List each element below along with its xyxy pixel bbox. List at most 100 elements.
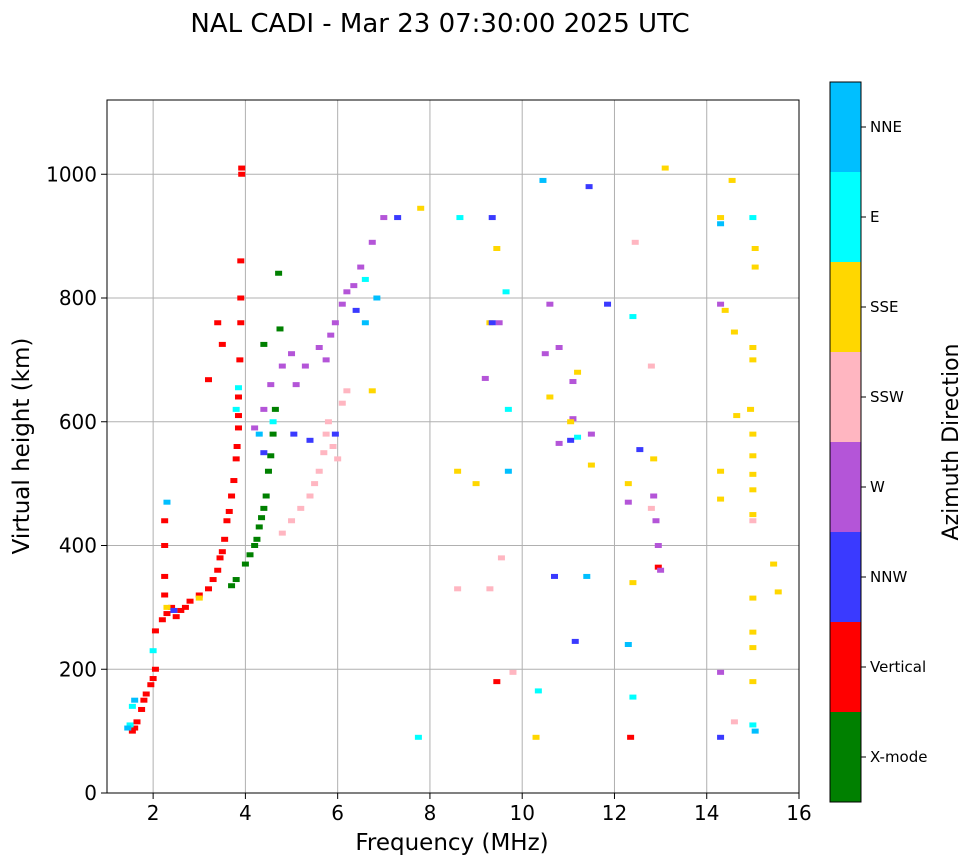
data-point-nne xyxy=(717,221,725,227)
data-point-w xyxy=(569,379,577,385)
data-point-vertical xyxy=(161,518,169,524)
data-point-x-mode xyxy=(271,406,279,412)
data-point-sse xyxy=(650,456,658,462)
data-point-x-mode xyxy=(275,270,283,276)
data-point-ssw xyxy=(730,719,738,725)
data-point-sse xyxy=(749,645,757,651)
data-point-w xyxy=(357,264,365,270)
data-point-vertical xyxy=(627,734,635,740)
data-point-vertical xyxy=(138,706,146,712)
data-point-e xyxy=(234,385,242,391)
colorbar-tick-label: X-mode xyxy=(870,748,927,766)
data-point-sse xyxy=(493,246,501,251)
data-point-x-mode xyxy=(260,341,268,347)
data-point-nnw xyxy=(604,301,612,307)
data-point-w xyxy=(301,363,309,369)
data-point-sse xyxy=(749,431,757,437)
data-point-vertical xyxy=(151,628,159,634)
data-point-sse xyxy=(749,345,757,350)
data-point-ssw xyxy=(334,456,342,462)
data-point-w xyxy=(278,363,286,369)
data-point-ssw xyxy=(288,518,296,524)
data-point-sse xyxy=(546,394,554,400)
data-point-w xyxy=(380,215,388,221)
data-point-vertical xyxy=(232,456,240,462)
data-point-sse xyxy=(624,481,632,487)
data-point-vertical xyxy=(172,614,180,620)
data-point-w xyxy=(331,320,339,326)
data-point-e xyxy=(232,406,240,412)
data-point-sse xyxy=(751,264,759,270)
data-point-w xyxy=(350,283,358,289)
data-point-nnw xyxy=(290,431,298,437)
data-point-x-mode xyxy=(232,577,240,583)
data-point-sse xyxy=(417,205,425,211)
data-point-sse xyxy=(749,595,757,601)
data-point-vertical xyxy=(237,295,245,301)
data-point-x-mode xyxy=(251,543,259,548)
data-point-nne xyxy=(583,573,591,579)
data-point-vertical xyxy=(237,320,245,326)
data-point-w xyxy=(288,351,296,357)
data-point-w xyxy=(495,320,503,326)
y-axis-ticks: 0 200 400 600 800 1000 xyxy=(46,162,107,805)
data-point-vertical xyxy=(234,413,242,419)
x-tick-label: 14 xyxy=(694,801,719,825)
data-point-vertical xyxy=(163,611,171,617)
data-point-nne xyxy=(361,320,369,326)
data-point-ssw xyxy=(497,555,505,561)
data-point-vertical xyxy=(195,592,203,598)
data-point-nne xyxy=(539,177,547,183)
data-point-sse xyxy=(749,512,757,518)
data-point-ssw xyxy=(486,586,494,592)
x-tick-label: 2 xyxy=(147,801,160,825)
data-point-nnw xyxy=(636,447,644,453)
colorbar-tick-label: Vertical xyxy=(870,658,926,676)
data-point-ssw xyxy=(329,444,337,449)
x-tick-label: 16 xyxy=(786,801,811,825)
x-tick-label: 4 xyxy=(239,801,252,825)
data-point-vertical xyxy=(161,573,169,579)
data-point-vertical xyxy=(177,607,185,613)
data-point-nnw xyxy=(717,734,725,740)
data-point-x-mode xyxy=(262,493,270,499)
data-point-vertical xyxy=(228,493,236,499)
data-point-vertical xyxy=(142,691,150,697)
y-tick-label: 800 xyxy=(59,286,97,310)
data-point-sse xyxy=(574,369,582,375)
colorbar-tick-label: W xyxy=(870,478,885,496)
data-point-ssw xyxy=(306,493,314,499)
data-point-vertical xyxy=(181,604,189,610)
data-point-e xyxy=(269,419,277,425)
data-point-vertical xyxy=(214,567,222,573)
data-point-vertical xyxy=(209,577,217,583)
data-point-e xyxy=(128,703,136,709)
colorbar-segment xyxy=(830,442,861,532)
data-point-sse xyxy=(368,388,376,394)
data-point-w xyxy=(569,416,577,422)
data-point-w xyxy=(260,406,268,412)
data-point-x-mode xyxy=(246,552,254,558)
data-point-nnw xyxy=(550,573,558,579)
data-point-vertical xyxy=(236,357,244,363)
data-point-sse xyxy=(749,629,757,635)
data-point-sse xyxy=(749,471,757,477)
data-point-w xyxy=(315,345,323,350)
colorbar-segment xyxy=(830,352,861,442)
data-point-w xyxy=(587,431,595,437)
colorbar-tick-label: E xyxy=(870,208,879,226)
data-point-w xyxy=(555,440,563,446)
data-point-vertical xyxy=(140,697,148,703)
data-point-x-mode xyxy=(228,583,236,589)
data-point-vertical xyxy=(218,341,226,347)
data-point-e xyxy=(456,215,464,221)
data-point-sse xyxy=(567,419,575,425)
data-point-nnw xyxy=(260,450,268,456)
data-point-x-mode xyxy=(258,515,266,521)
x-tick-label: 6 xyxy=(331,801,344,825)
y-axis-label: Virtual height (km) xyxy=(9,338,35,555)
data-point-vertical xyxy=(168,604,176,610)
data-point-sse xyxy=(730,329,738,335)
data-point-nne xyxy=(504,468,512,474)
data-point-vertical xyxy=(161,543,169,548)
